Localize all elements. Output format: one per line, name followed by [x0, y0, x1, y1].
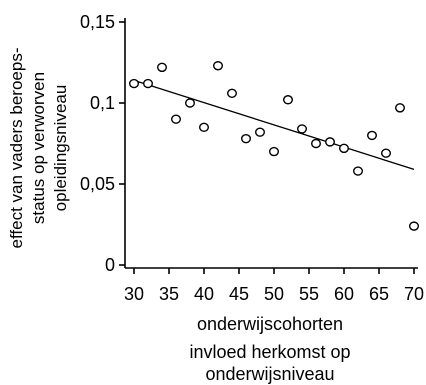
x-tick-label: 45: [229, 284, 249, 304]
y-axis-ticks: 0 0,05 0,1 0,15: [80, 12, 125, 275]
data-point: [170, 114, 181, 124]
data-point: [184, 98, 195, 108]
data-point: [283, 95, 294, 105]
x-tick-label: 70: [404, 284, 424, 304]
caption-line: invloed herkomst op: [189, 342, 350, 362]
x-axis-label: onderwijscohorten: [197, 314, 343, 334]
data-point: [198, 122, 209, 133]
x-tick-label: 65: [369, 284, 389, 304]
data-point: [367, 130, 378, 141]
data-point: [339, 143, 350, 154]
y-axis-label-line: opleidingsniveau: [51, 85, 70, 212]
data-point: [156, 62, 167, 73]
data-point: [353, 166, 364, 176]
data-point: [226, 88, 237, 98]
data-point: [269, 146, 280, 157]
x-axis-ticks: 30 35 40 45 50 55 60 65 70: [124, 268, 424, 304]
data-point: [409, 221, 420, 231]
data-points: [128, 61, 420, 231]
x-tick-label: 40: [194, 284, 214, 304]
y-tick-label: 0,05: [80, 174, 115, 194]
data-point: [240, 133, 251, 144]
data-point: [297, 124, 308, 134]
trend-line: [133, 79, 415, 171]
y-axis-label-line: status op verworven: [29, 72, 48, 224]
data-point: [212, 61, 223, 71]
data-point: [142, 78, 153, 89]
x-tick-label: 50: [264, 284, 284, 304]
y-tick-label: 0: [105, 255, 115, 275]
data-point: [254, 127, 265, 137]
y-tick-label: 0,1: [90, 93, 115, 113]
data-point: [128, 78, 139, 89]
x-tick-label: 55: [299, 284, 319, 304]
y-axis-label: effect van vaders beroeps-status op verw…: [7, 48, 70, 249]
y-tick-label: 0,15: [80, 12, 115, 32]
y-axis-label-line: effect van vaders beroeps-: [7, 48, 26, 249]
x-tick-label: 60: [334, 284, 354, 304]
x-tick-label: 35: [159, 284, 179, 304]
data-point: [395, 103, 406, 113]
data-point: [325, 137, 336, 147]
caption-line: onderwijsniveau: [205, 364, 334, 384]
x-tick-label: 30: [124, 284, 144, 304]
data-point: [381, 148, 392, 158]
data-point: [311, 138, 322, 149]
